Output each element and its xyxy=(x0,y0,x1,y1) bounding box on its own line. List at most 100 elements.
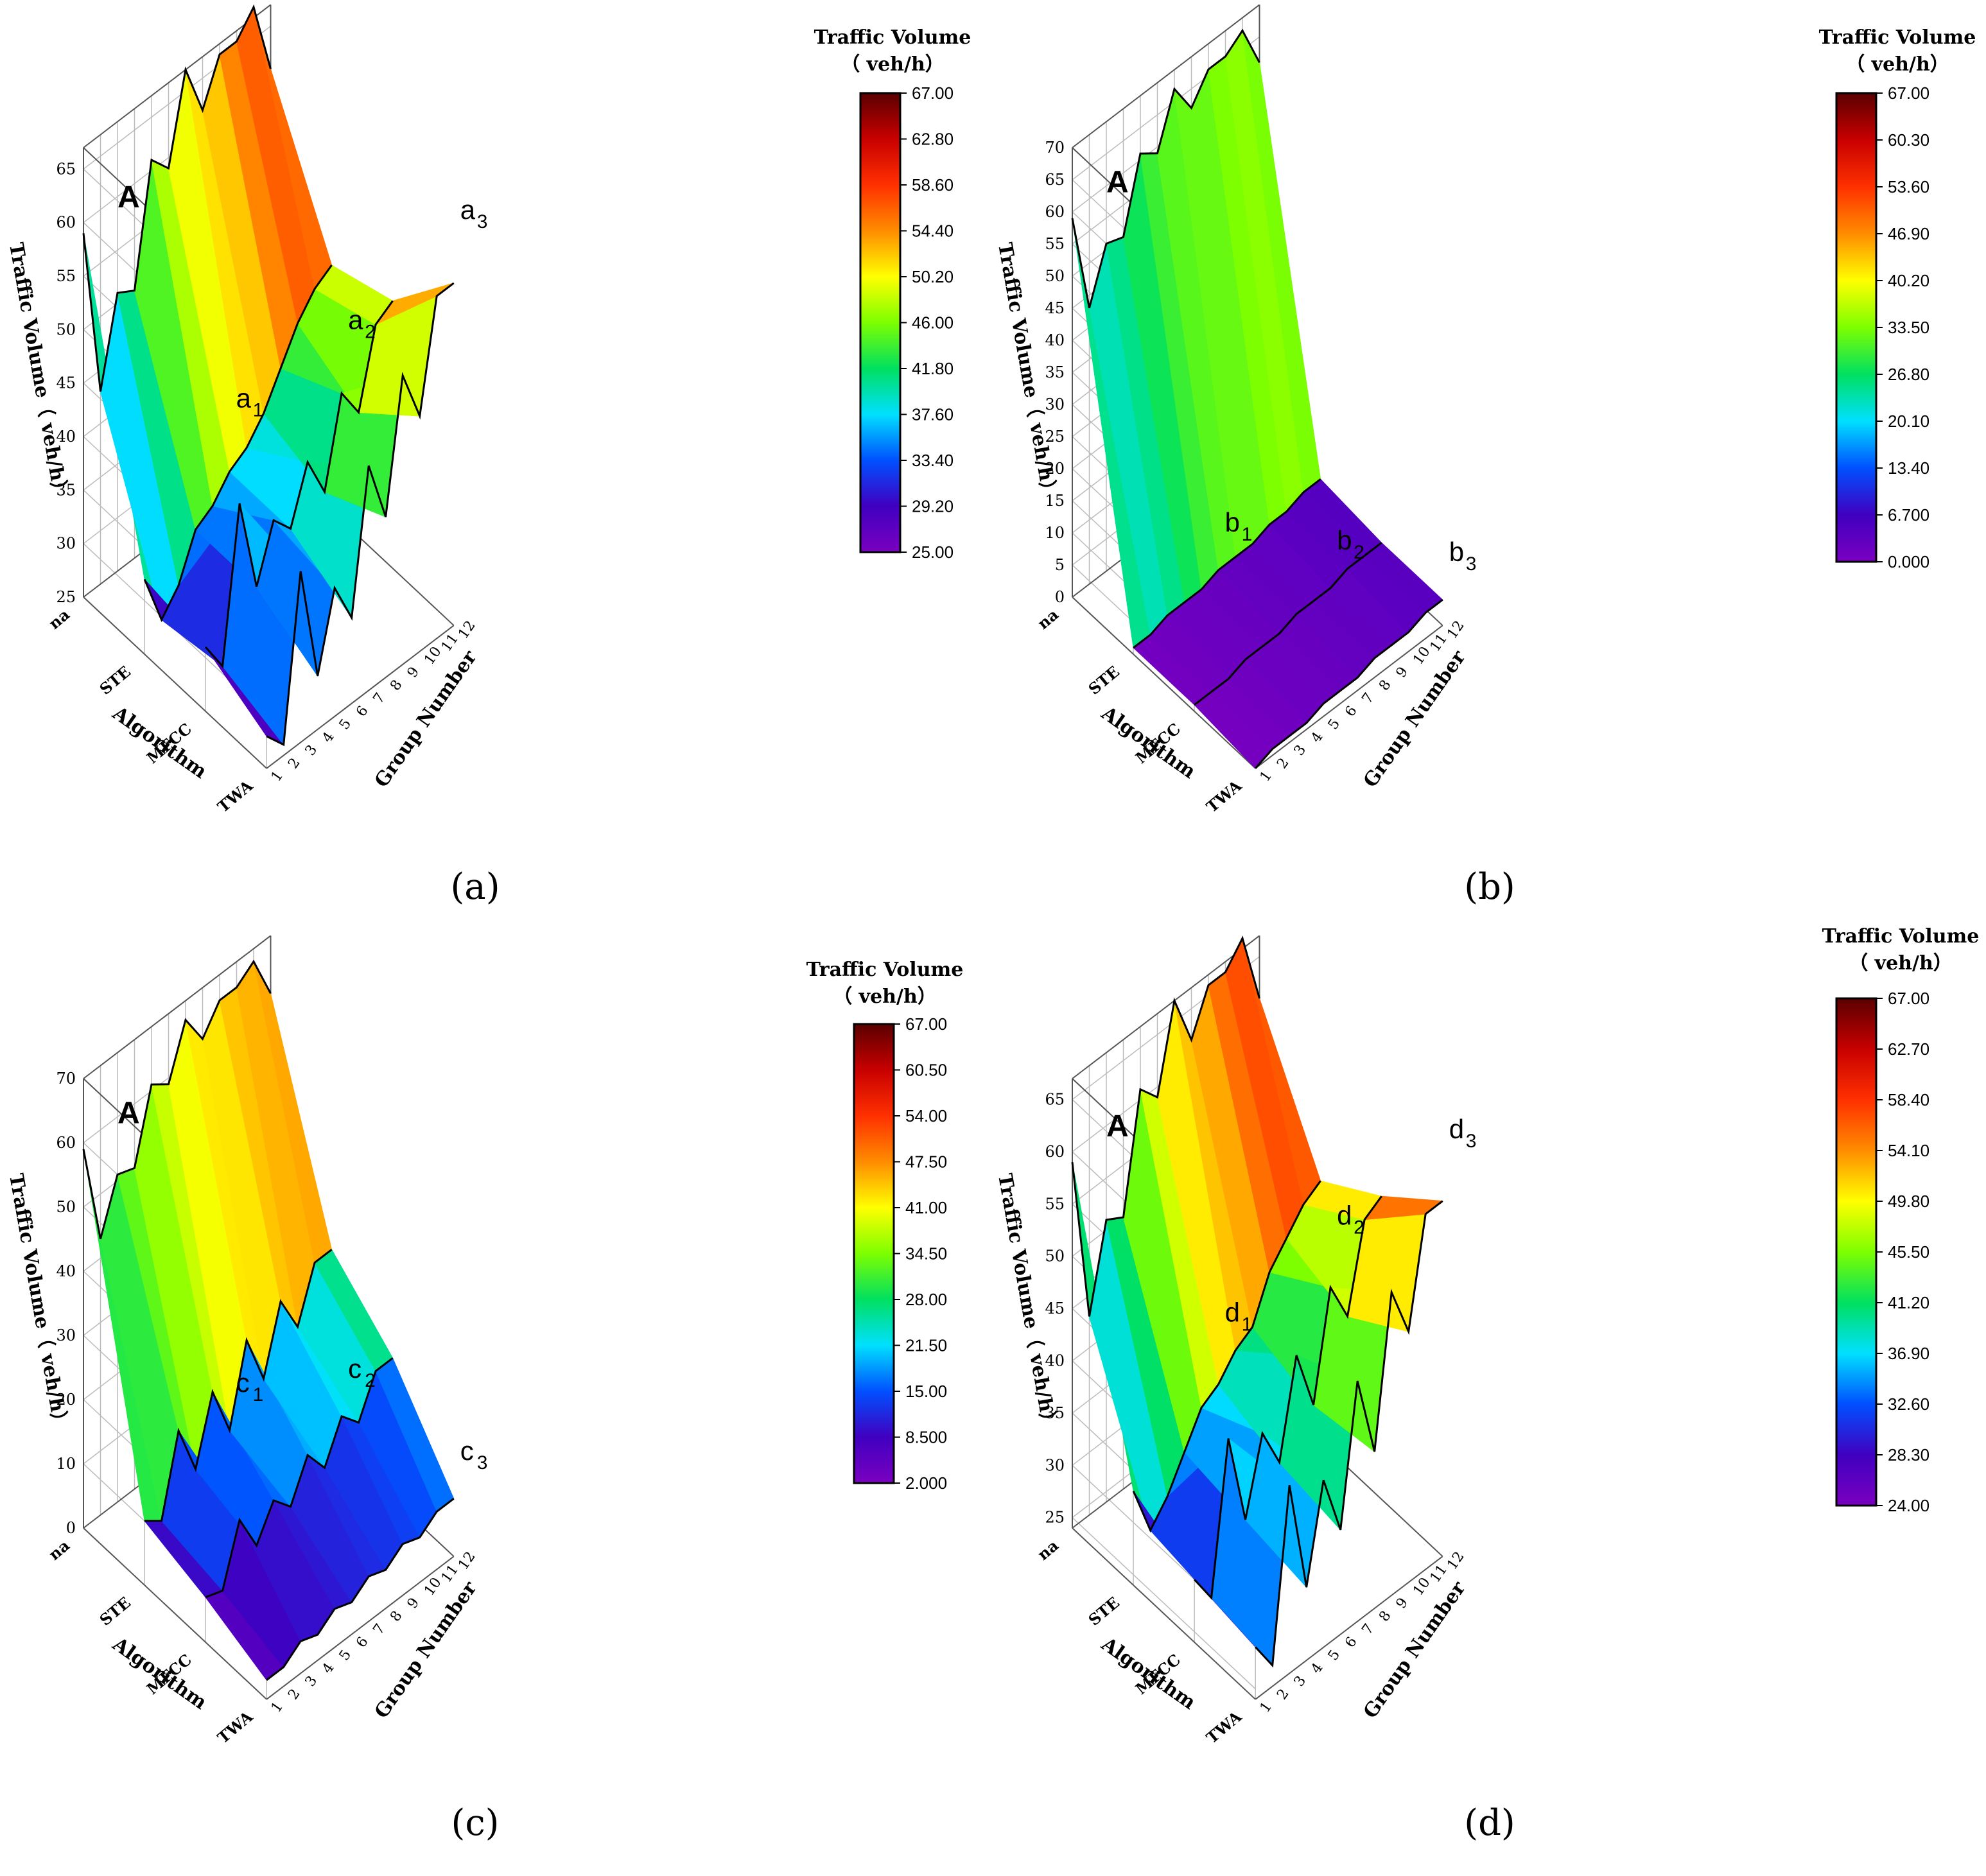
algorithm-tick-label: na xyxy=(45,605,73,632)
colorbar-tick-label: 2.000 xyxy=(905,1473,947,1493)
series-line-c3 xyxy=(266,1498,455,1681)
z-tick-label: 70 xyxy=(56,1070,76,1088)
group-tick-label: 4 xyxy=(1308,729,1327,746)
colorbar-tick-label: 0.000 xyxy=(1888,552,1929,571)
series-subscript-2: 2 xyxy=(365,322,376,343)
x-axis-label: Algorithm xyxy=(108,702,211,783)
series-label-2: c xyxy=(348,1353,361,1384)
colorbar-tick-label: 47.50 xyxy=(905,1152,947,1172)
group-tick-label: 4 xyxy=(319,1660,338,1677)
colorbar-tick-label: 28.00 xyxy=(905,1290,947,1309)
axis-edge xyxy=(83,596,267,769)
z-tick-label: 60 xyxy=(56,1134,76,1152)
colorbar-title: Traffic Volume xyxy=(806,959,964,981)
z-tick-label: 50 xyxy=(1045,267,1065,285)
axis-edge xyxy=(1072,1527,1256,1700)
group-tick-label: 1 xyxy=(268,1699,287,1715)
colorbar-gradient xyxy=(859,92,902,553)
colorbar-tick-label: 33.40 xyxy=(912,451,954,470)
group-tick-label: 7 xyxy=(1359,1621,1378,1638)
group-tick-label: 4 xyxy=(319,729,338,746)
series-label-A: A xyxy=(118,180,140,214)
colorbar-gradient xyxy=(1835,92,1877,563)
colorbar-tick-label: 50.20 xyxy=(912,267,954,286)
panel-label: (b) xyxy=(1464,866,1515,908)
axis-edge xyxy=(83,1527,267,1700)
z-tick-label: 25 xyxy=(56,588,76,606)
series-label-3: d xyxy=(1449,1114,1464,1144)
z-tick-label: 45 xyxy=(56,374,76,392)
panel-label: (d) xyxy=(1464,1802,1515,1844)
grid-line xyxy=(1072,1517,1256,1690)
z-tick-label: 45 xyxy=(1045,1299,1065,1317)
group-tick-label: 3 xyxy=(302,1673,321,1690)
colorbar-tick-label: 53.60 xyxy=(1888,177,1929,196)
colorbar-tick-label: 49.80 xyxy=(1888,1192,1929,1211)
z-tick-label: 25 xyxy=(1045,1509,1065,1527)
z-tick-label: 20 xyxy=(1045,460,1065,478)
z-tick-label: 60 xyxy=(1045,1143,1065,1161)
y-axis-label: Group Number xyxy=(1359,1577,1471,1723)
series-line-d2 xyxy=(1193,1195,1382,1601)
colorbar-title: Traffic Volume xyxy=(814,26,971,49)
colorbar-tick-label: 41.80 xyxy=(912,359,954,378)
colorbar-tick-label: 54.00 xyxy=(905,1106,947,1125)
algorithm-tick-label: TWA xyxy=(1203,1707,1245,1747)
z-tick-label: 60 xyxy=(1045,203,1065,221)
group-tick-label: 6 xyxy=(1342,1634,1361,1651)
colorbar-tick-label: 24.00 xyxy=(1888,1496,1929,1515)
surface xyxy=(82,959,455,1681)
z-tick-label: 10 xyxy=(1045,524,1065,542)
z-tick-label: 50 xyxy=(1045,1247,1065,1265)
x-axis-label: Algorithm xyxy=(1097,702,1200,783)
colorbar-gradient xyxy=(853,1023,895,1484)
z-tick-label: 65 xyxy=(1045,171,1065,189)
series-subscript-2: 2 xyxy=(1354,1217,1364,1238)
algorithm-tick-label: na xyxy=(45,1536,73,1563)
surface xyxy=(1071,935,1444,1668)
series-label-1: a xyxy=(236,383,252,413)
z-tick-label: 40 xyxy=(1045,1352,1065,1370)
colorbar-tick-label: 20.10 xyxy=(1888,412,1929,431)
colorbar-tick-label: 45.50 xyxy=(1888,1242,1929,1262)
group-tick-label: 9 xyxy=(1393,1595,1412,1612)
colorbar-tick-label: 29.20 xyxy=(912,497,954,516)
group-tick-label: 3 xyxy=(1291,1673,1310,1690)
series-label-1: c xyxy=(236,1368,250,1398)
group-tick-label: 5 xyxy=(1325,1647,1344,1663)
group-tick-label: 6 xyxy=(1342,703,1361,720)
colorbar-tick-label: 60.30 xyxy=(1888,130,1929,150)
colorbar-tick-label: 21.50 xyxy=(905,1336,947,1355)
series-line-c2 xyxy=(205,1357,394,1599)
algorithm-tick-label: STE xyxy=(96,1593,134,1629)
colorbar-unit: （ veh/h） xyxy=(1845,53,1949,76)
series-line-A xyxy=(1071,28,1260,309)
chart-panel-2: Ab 1 b 2 b 30510152025303540455055606570Traff… xyxy=(993,4,1976,908)
colorbar-tick-label: 58.60 xyxy=(912,175,954,195)
group-tick-label: 6 xyxy=(353,703,372,720)
series-subscript-2: 2 xyxy=(365,1370,376,1391)
z-tick-label: 0 xyxy=(66,1519,76,1537)
colorbar-tick-label: 67.00 xyxy=(912,83,954,103)
group-tick-label: 9 xyxy=(1393,664,1412,681)
axis-edge xyxy=(1255,625,1443,769)
z-tick-label: 35 xyxy=(1045,1404,1065,1422)
algorithm-tick-label: STE xyxy=(96,662,134,699)
surface xyxy=(82,4,455,747)
colorbar-tick-label: 40.20 xyxy=(1888,271,1929,290)
colorbar-tick-label: 58.40 xyxy=(1888,1090,1929,1109)
group-tick-label: 1 xyxy=(1257,1699,1276,1715)
colorbar-tick-label: 46.90 xyxy=(1888,224,1929,243)
z-tick-label: 55 xyxy=(1045,1195,1065,1213)
series-label-2: a xyxy=(348,305,363,335)
group-tick-label: 7 xyxy=(370,690,389,707)
colorbar-gradient xyxy=(1835,997,1877,1507)
algorithm-tick-label: na xyxy=(1034,605,1062,632)
z-tick-label: 40 xyxy=(56,1262,76,1280)
series-label-3: a xyxy=(460,195,476,225)
z-tick-label: 40 xyxy=(56,428,76,446)
colorbar-tick-label: 41.20 xyxy=(1888,1293,1929,1312)
z-tick-label: 20 xyxy=(56,1391,76,1409)
colorbar: 67.00 60.50 54.00 47.50 41.00 34.50 28.00 21.50… xyxy=(806,959,964,1493)
